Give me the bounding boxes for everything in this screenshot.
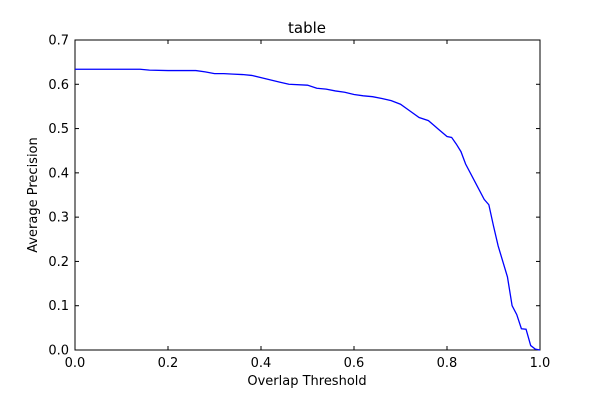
x-tick-label: 1.0 [530, 356, 551, 371]
x-tick-label: 0.0 [65, 356, 86, 371]
x-axis: 0.0 0.2 0.4 0.6 0.8 1.0 [65, 40, 551, 371]
y-tick-label: 0.0 [48, 344, 69, 359]
y-axis-label: Average Precision [26, 137, 41, 253]
x-tick-label: 0.4 [251, 356, 272, 371]
y-axis: 0.0 0.1 0.2 0.3 0.4 0.5 0.6 0.7 [48, 34, 540, 359]
x-tick-label: 0.6 [344, 356, 365, 371]
y-tick-label: 0.4 [48, 166, 69, 181]
chart-title: table [288, 19, 326, 37]
y-tick-label: 0.6 [48, 78, 69, 93]
y-tick-label: 0.7 [48, 34, 69, 49]
y-tick-label: 0.5 [48, 122, 69, 137]
x-tick-label: 0.2 [158, 356, 179, 371]
y-tick-label: 0.1 [48, 299, 69, 314]
plot-area-frame [74, 39, 541, 351]
y-tick-label: 0.3 [48, 211, 69, 226]
series-line [75, 68, 541, 351]
x-axis-label: Overlap Threshold [247, 374, 366, 389]
y-tick-label: 0.2 [48, 255, 69, 270]
x-tick-label: 0.8 [437, 356, 458, 371]
